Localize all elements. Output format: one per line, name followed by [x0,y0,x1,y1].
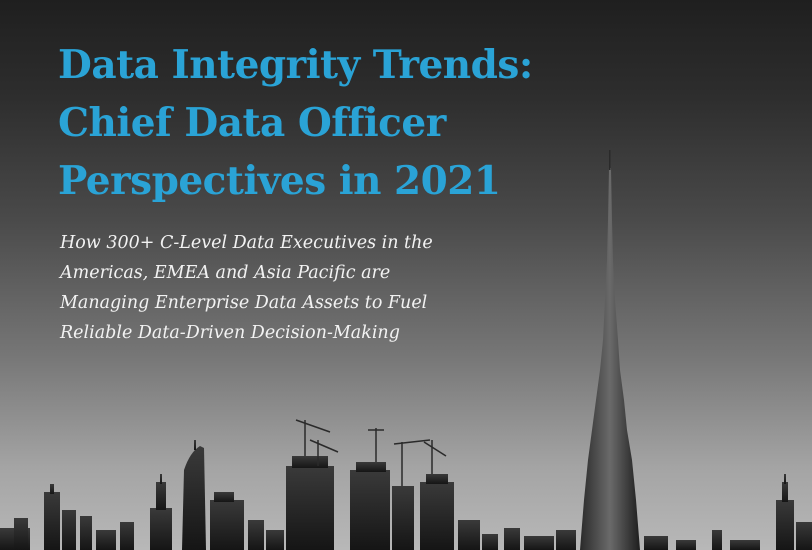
tall-tower [580,150,640,550]
far-right-tower [776,474,812,550]
construction-tower-1 [286,456,334,550]
subtitle-line-2: Americas, EMEA and Asia Pacific are [60,263,391,283]
mid-buildings [210,492,284,550]
title-line-3: Perspectives in 2021 [58,158,501,204]
subtitle-line-4: Reliable Data-Driven Decision-Making [60,323,400,343]
crane-2 [368,428,431,486]
crane-1 [295,419,339,466]
construction-tower-2 [350,462,414,550]
left-buildings [0,474,172,550]
report-title: Data Integrity Trends: Chief Data Office… [58,36,678,210]
curved-tower [182,440,206,550]
title-line-2: Chief Data Officer [58,100,446,146]
construction-tower-3 [420,474,454,550]
title-line-1: Data Integrity Trends: [58,42,533,88]
subtitle-line-3: Managing Enterprise Data Assets to Fuel [60,293,428,313]
crane-3 [423,440,447,474]
right-buildings [458,520,760,550]
subtitle-line-1: How 300+ C-Level Data Executives in the [60,233,433,253]
report-subtitle: How 300+ C-Level Data Executives in the … [60,228,580,348]
